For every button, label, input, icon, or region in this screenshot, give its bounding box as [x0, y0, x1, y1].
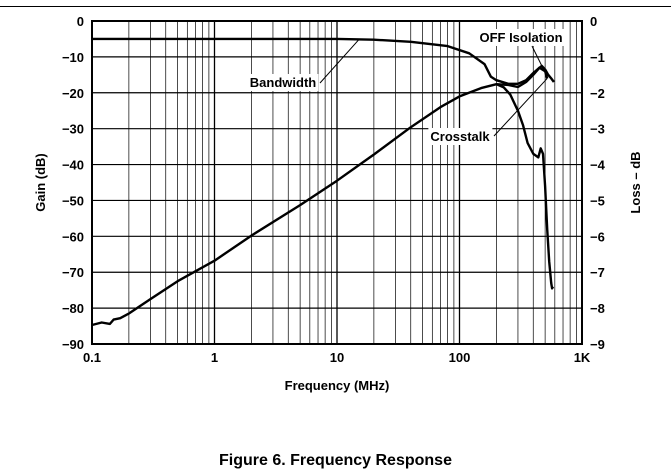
off-isolation-line [91, 64, 555, 327]
annotation-crosstalk: Crosstalk [430, 129, 490, 144]
annotation-bandwidth-leader [319, 39, 359, 84]
y-tick-label-left: −30 [62, 122, 84, 137]
x-tick-label: 100 [449, 350, 471, 365]
y-tick-label-right: −9 [590, 337, 605, 352]
x-tick-label: 10 [330, 350, 344, 365]
annotation-off-isolation-leader [531, 45, 543, 67]
annotation-off-isolation: OFF Isolation [479, 30, 562, 45]
annotation-crosstalk-leader [493, 78, 548, 137]
y-axis-title-left: Gain (dB) [33, 153, 48, 212]
crosstalk-line [495, 83, 555, 290]
x-tick-label: 1 [211, 350, 218, 365]
x-axis-title: Frequency (MHz) [285, 378, 390, 393]
y-tick-label-left: −70 [62, 265, 84, 280]
y-tick-label-left: −80 [62, 301, 84, 316]
y-tick-label-right: −3 [590, 122, 605, 137]
y-tick-label-right: −2 [590, 86, 605, 101]
y-tick-label-left: −20 [62, 86, 84, 101]
y-tick-label-right: −1 [590, 50, 605, 65]
annotation-crosstalk-bg [428, 128, 493, 145]
y-tick-label-right: −4 [590, 158, 606, 173]
figure-caption: Figure 6. Frequency Response [219, 452, 452, 469]
top-rule [0, 6, 671, 7]
grid [92, 21, 582, 344]
y-tick-label-left: 0 [77, 14, 84, 29]
y-tick-label-left: −50 [62, 193, 84, 208]
annotation-off-isolation-bg [477, 29, 565, 46]
series-lines [91, 37, 555, 327]
annotation-bandwidth-bg [247, 74, 319, 91]
y-tick-label-right: −6 [590, 229, 605, 244]
tick-labels: 0.1 1 10 100 1K 0 −10 −20 −30 −40 −50 −60 −70 −80 −90 0… [62, 14, 606, 365]
y-tick-label-left: −40 [62, 158, 84, 173]
x-tick-label: 1K [574, 350, 591, 365]
y-tick-label-left: −60 [62, 229, 84, 244]
annotations: Bandwidth OFF Isolation Crosstalk [247, 29, 565, 145]
plot-frame [91, 20, 583, 345]
y-tick-label-right: −5 [590, 193, 605, 208]
annotation-bandwidth: Bandwidth [250, 75, 316, 90]
y-tick-label-left: −90 [62, 337, 84, 352]
y-tick-label-right: −7 [590, 265, 605, 280]
y-axis-title-right: Loss – dB [628, 151, 643, 213]
y-tick-label-left: −10 [62, 50, 84, 65]
x-tick-label: 0.1 [83, 350, 101, 365]
y-tick-label-right: 0 [590, 14, 597, 29]
y-tick-label-right: −8 [590, 301, 605, 316]
